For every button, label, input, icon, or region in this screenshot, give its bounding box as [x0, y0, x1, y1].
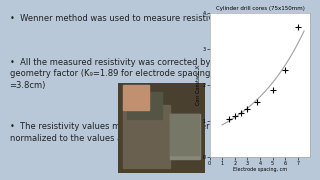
Bar	[170, 114, 200, 159]
Y-axis label: Corr Constant, K: Corr Constant, K	[196, 64, 201, 105]
Bar	[170, 114, 199, 155]
X-axis label: Electrode spacing, cm: Electrode spacing, cm	[233, 167, 287, 172]
Bar	[123, 85, 148, 110]
Text: •  The resistivity values measured at 38 °C were
normalized to the values at 21 : • The resistivity values measured at 38 …	[10, 122, 214, 143]
Text: •  All the measured resistivity was corrected by a
geometry factor (K₉=1.89 for : • All the measured resistivity was corre…	[10, 58, 218, 90]
Bar	[123, 105, 170, 168]
Text: •  Wenner method was used to measure resistivity: • Wenner method was used to measure resi…	[10, 14, 223, 23]
Title: Cylinder drill cores (75x150mm): Cylinder drill cores (75x150mm)	[216, 6, 304, 11]
Bar	[127, 92, 162, 119]
